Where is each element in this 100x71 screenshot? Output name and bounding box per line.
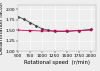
Y-axis label: Delamination factor: Delamination factor	[0, 2, 4, 54]
Fd - Autoclave	[17, 30, 19, 31]
Fd - Ebonite	[48, 30, 49, 31]
Fd - Ebonite	[17, 16, 19, 17]
Fd - Ebonite	[30, 22, 31, 23]
Line: Fd - Ebonite: Fd - Ebonite	[17, 16, 92, 32]
Fd - Ebonite	[78, 30, 80, 31]
Fd - Ebonite	[90, 29, 92, 30]
Fd - Autoclave	[90, 30, 92, 31]
Line: Fd - Autoclave: Fd - Autoclave	[17, 29, 92, 32]
X-axis label: Rotational speed  (r/min): Rotational speed (r/min)	[24, 60, 90, 65]
Fd - Autoclave	[78, 30, 80, 31]
Fd - Ebonite	[54, 31, 55, 32]
Fd - Ebonite	[36, 25, 37, 26]
Fd - Ebonite	[24, 19, 25, 20]
Fd - Ebonite	[66, 31, 67, 32]
Fd - Ebonite	[42, 28, 43, 29]
Fd - Autoclave	[30, 30, 31, 31]
